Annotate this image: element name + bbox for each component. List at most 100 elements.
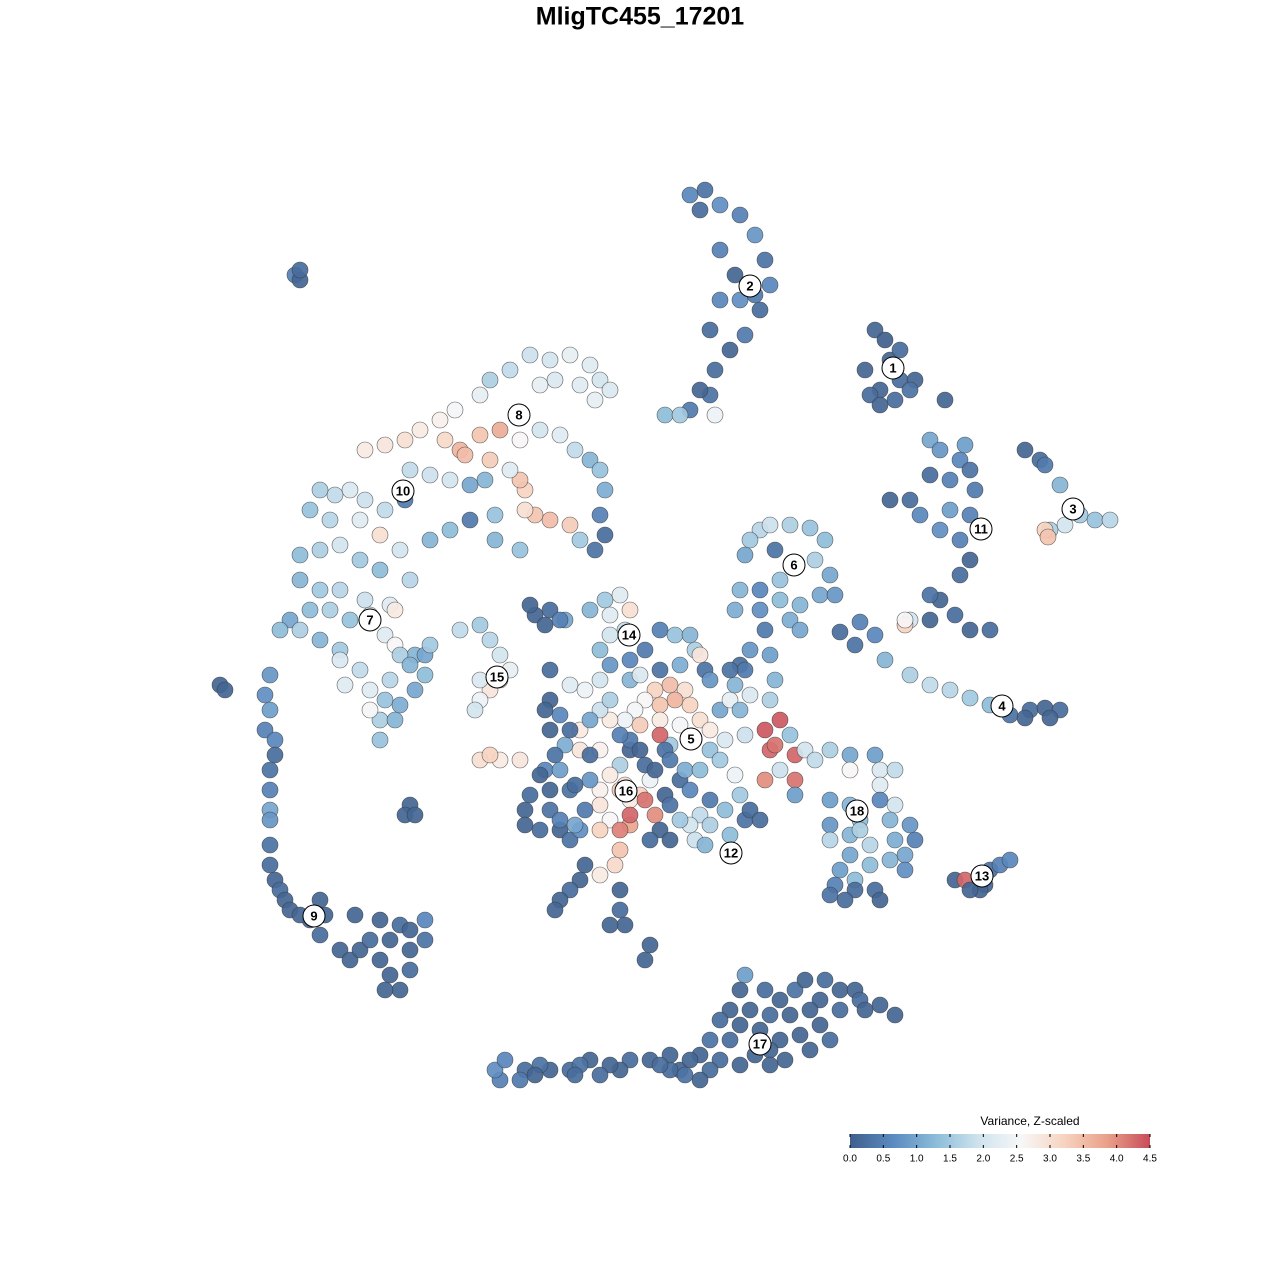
point bbox=[401, 656, 419, 674]
point bbox=[651, 711, 669, 729]
point bbox=[291, 546, 309, 564]
point bbox=[486, 1061, 504, 1079]
point bbox=[386, 601, 404, 619]
point bbox=[581, 771, 599, 789]
point bbox=[601, 711, 619, 729]
colorbar-tick-label: 2.5 bbox=[1010, 1154, 1024, 1165]
cluster-label: 16 bbox=[619, 783, 633, 798]
point bbox=[711, 1011, 729, 1029]
point bbox=[821, 566, 839, 584]
point bbox=[821, 741, 839, 759]
point bbox=[641, 936, 659, 954]
point bbox=[941, 681, 959, 699]
point bbox=[666, 626, 684, 644]
point bbox=[346, 906, 364, 924]
point bbox=[416, 911, 434, 929]
point bbox=[731, 291, 749, 309]
point bbox=[391, 646, 409, 664]
cluster-label-badge bbox=[969, 517, 993, 541]
point bbox=[1039, 528, 1057, 546]
point bbox=[566, 441, 584, 459]
point bbox=[356, 491, 374, 509]
point bbox=[341, 951, 359, 969]
point bbox=[886, 796, 904, 814]
point bbox=[646, 806, 664, 824]
point bbox=[651, 726, 669, 744]
point bbox=[1101, 511, 1119, 529]
point bbox=[861, 386, 879, 404]
point bbox=[901, 816, 919, 834]
point bbox=[581, 356, 599, 374]
point bbox=[356, 441, 374, 459]
point bbox=[771, 991, 789, 1009]
point bbox=[811, 1016, 829, 1034]
point bbox=[911, 506, 929, 524]
point bbox=[481, 371, 499, 389]
point bbox=[756, 721, 774, 739]
point bbox=[376, 626, 394, 644]
colorbar-tick-label: 1.0 bbox=[910, 1154, 924, 1165]
point bbox=[611, 586, 629, 604]
point bbox=[651, 661, 669, 679]
point bbox=[811, 586, 829, 604]
point bbox=[896, 611, 914, 629]
colorbar-tick-label: 0.5 bbox=[876, 1154, 890, 1165]
cluster-label: 10 bbox=[396, 483, 410, 498]
point bbox=[721, 661, 739, 679]
point bbox=[741, 531, 759, 549]
point bbox=[301, 501, 319, 519]
point bbox=[631, 741, 649, 759]
point bbox=[736, 661, 754, 679]
point bbox=[871, 996, 889, 1014]
point bbox=[856, 1001, 874, 1019]
point bbox=[566, 776, 584, 794]
point bbox=[651, 1056, 669, 1074]
cluster-label-badge bbox=[358, 608, 382, 632]
point bbox=[311, 926, 329, 944]
point bbox=[541, 351, 559, 369]
cluster-label: 17 bbox=[753, 1036, 767, 1051]
point bbox=[361, 681, 379, 699]
point bbox=[806, 551, 824, 569]
point bbox=[466, 701, 484, 719]
cluster-label: 1 bbox=[889, 360, 896, 375]
cluster-label: 9 bbox=[310, 908, 317, 923]
point bbox=[566, 816, 584, 834]
point bbox=[941, 471, 959, 489]
point bbox=[516, 801, 534, 819]
point bbox=[876, 651, 894, 669]
point bbox=[1016, 441, 1034, 459]
point bbox=[471, 426, 489, 444]
cluster-label-badge bbox=[782, 553, 806, 577]
point bbox=[781, 516, 799, 534]
point bbox=[351, 511, 369, 529]
point bbox=[461, 511, 479, 529]
point bbox=[636, 791, 654, 809]
point bbox=[1001, 851, 1019, 869]
point bbox=[551, 706, 569, 724]
point bbox=[786, 786, 804, 804]
point bbox=[921, 676, 939, 694]
point bbox=[696, 836, 714, 854]
point bbox=[601, 606, 619, 624]
cluster-label: 7 bbox=[366, 612, 373, 627]
point bbox=[601, 691, 619, 709]
point bbox=[261, 666, 279, 684]
point bbox=[341, 611, 359, 629]
point bbox=[661, 831, 679, 849]
point bbox=[701, 1031, 719, 1049]
cluster-label: 14 bbox=[622, 627, 637, 642]
point bbox=[721, 826, 739, 844]
point bbox=[671, 406, 689, 424]
point bbox=[371, 731, 389, 749]
point bbox=[861, 856, 879, 874]
point bbox=[331, 941, 349, 959]
point bbox=[421, 636, 439, 654]
point bbox=[661, 751, 679, 769]
point bbox=[651, 696, 669, 714]
point bbox=[401, 461, 419, 479]
point bbox=[421, 466, 439, 484]
point bbox=[881, 851, 899, 869]
point bbox=[761, 1056, 779, 1074]
point bbox=[751, 301, 769, 319]
